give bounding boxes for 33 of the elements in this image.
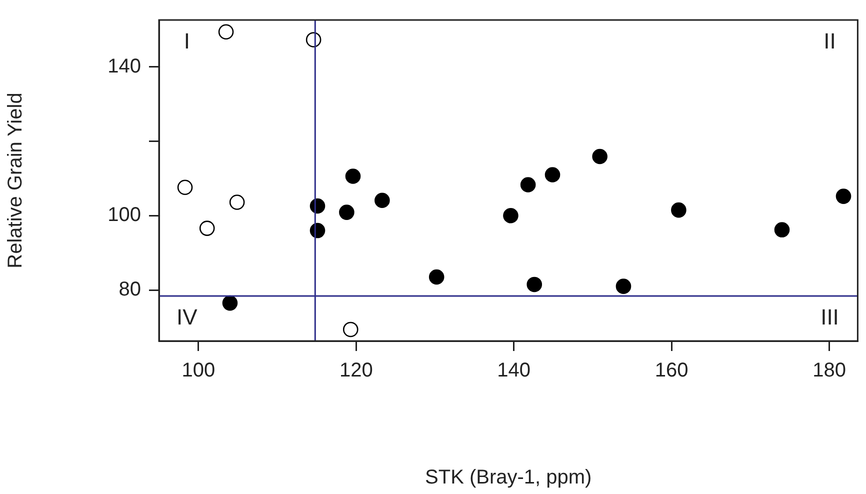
y-axis-title: Relative Grain Yield bbox=[4, 92, 27, 268]
point bbox=[345, 168, 361, 184]
x-tick-label: 140 bbox=[497, 360, 531, 382]
y-tick-label: 80 bbox=[118, 278, 141, 301]
y-tick-label: 140 bbox=[108, 55, 141, 78]
y-tick-label: 100 bbox=[108, 204, 141, 226]
point bbox=[218, 24, 234, 40]
point bbox=[177, 180, 193, 196]
point bbox=[339, 204, 354, 220]
point bbox=[342, 322, 358, 338]
point bbox=[592, 148, 608, 164]
annotation: II bbox=[824, 28, 836, 54]
annotation: IV bbox=[176, 304, 198, 330]
point bbox=[526, 276, 542, 292]
point bbox=[836, 188, 852, 204]
point bbox=[503, 208, 518, 224]
point bbox=[222, 295, 238, 311]
point bbox=[774, 222, 790, 238]
point bbox=[616, 278, 632, 294]
point bbox=[374, 192, 390, 208]
point bbox=[229, 194, 245, 210]
x-tick-label: 100 bbox=[182, 360, 216, 382]
point bbox=[520, 177, 536, 192]
x-tick-label: 160 bbox=[654, 360, 688, 382]
point bbox=[199, 220, 215, 236]
x-tick-label: 180 bbox=[812, 360, 846, 382]
annotation: I bbox=[184, 28, 190, 54]
point bbox=[544, 167, 560, 182]
x-axis-title: STK (Bray-1, ppm) bbox=[425, 466, 592, 489]
x-tick-label: 120 bbox=[339, 360, 373, 382]
point bbox=[671, 202, 686, 218]
point bbox=[428, 269, 444, 285]
annotation: III bbox=[820, 304, 839, 330]
